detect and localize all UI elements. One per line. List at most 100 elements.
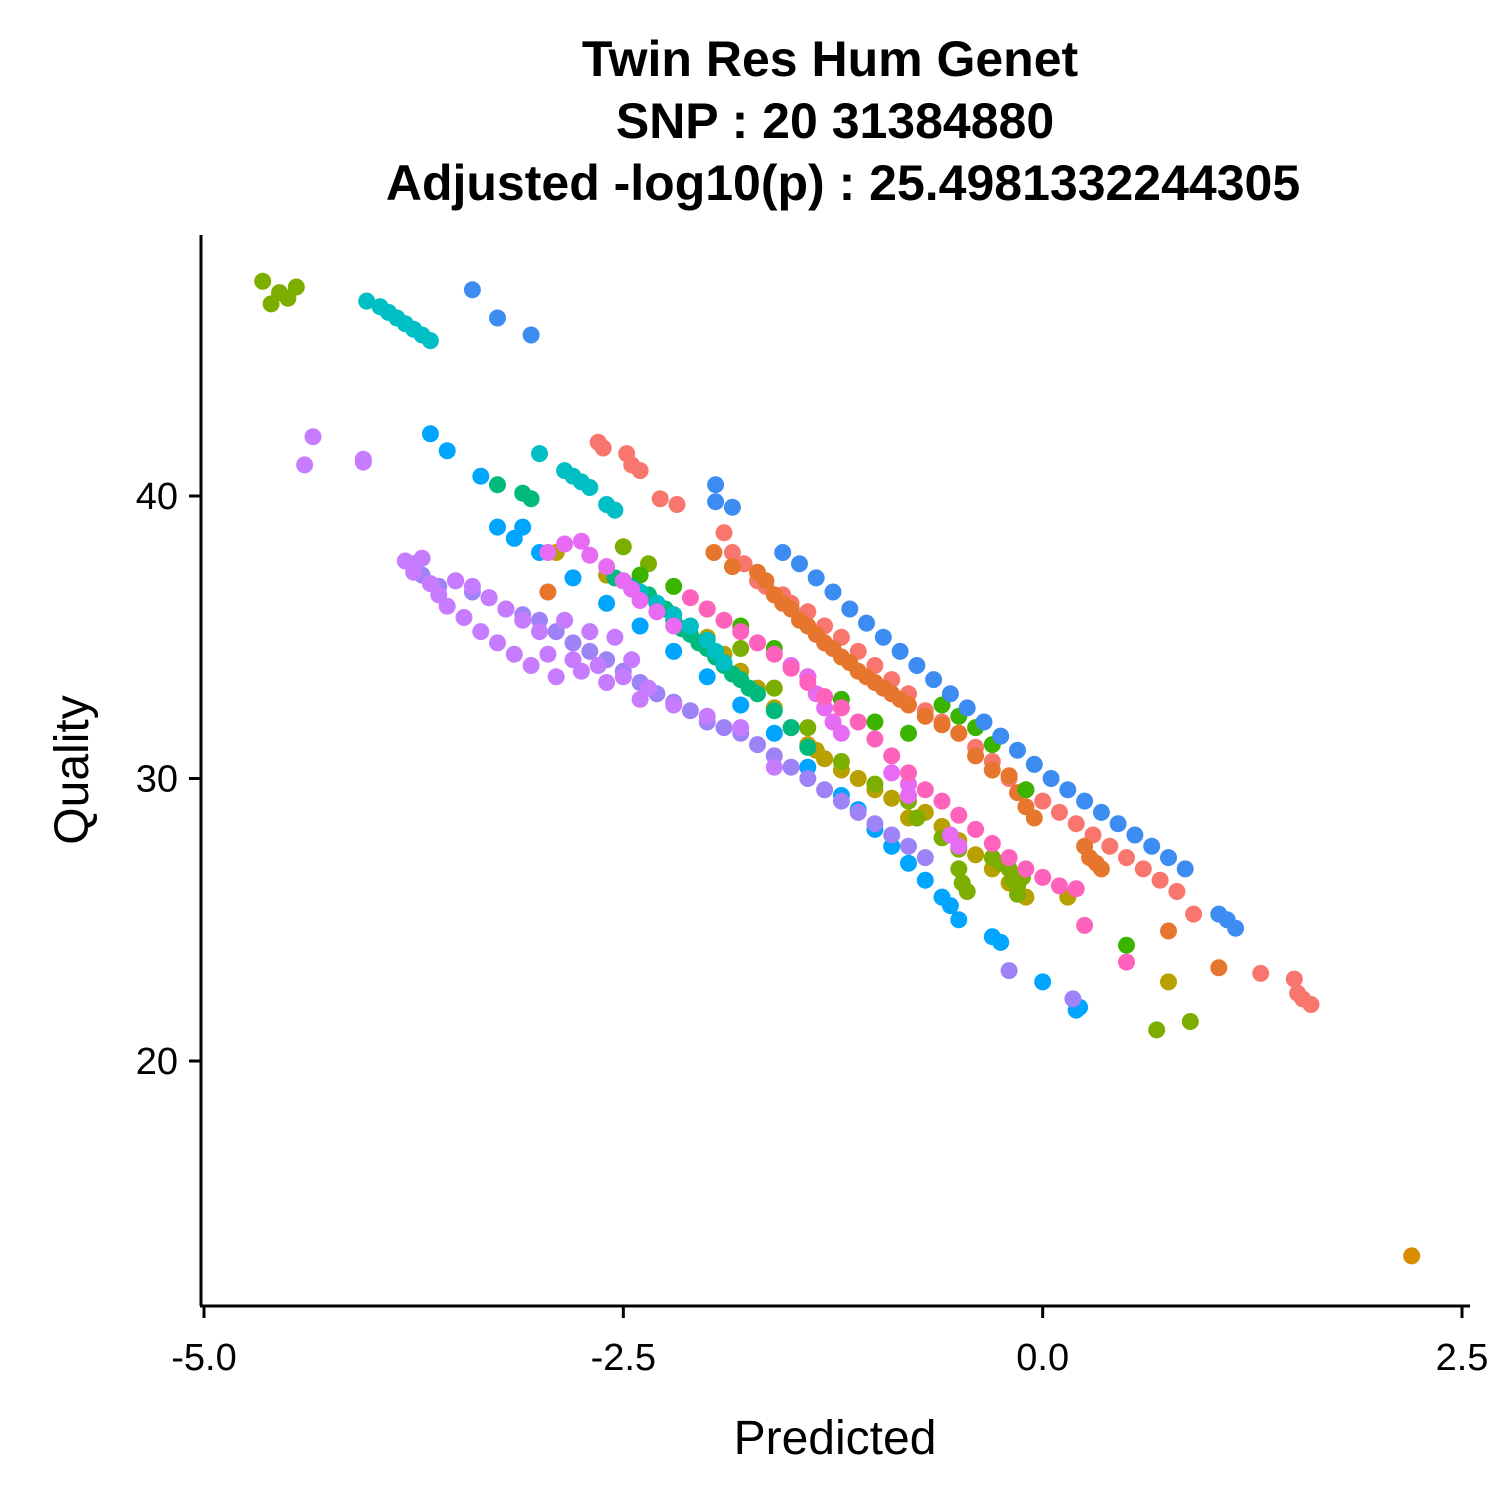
data-point <box>849 770 867 787</box>
data-point <box>967 846 985 864</box>
data-point <box>514 518 532 536</box>
axes <box>199 235 1470 1308</box>
data-point <box>1009 741 1026 759</box>
data-point <box>900 854 917 872</box>
data-point <box>958 883 976 900</box>
data-point <box>405 563 423 581</box>
data-point <box>1181 1013 1199 1030</box>
data-point <box>1285 970 1303 988</box>
x-tick-label: -5.0 <box>171 1337 236 1379</box>
data-point <box>698 707 716 725</box>
data-point <box>1118 953 1135 971</box>
data-point <box>463 577 481 595</box>
data-point <box>832 699 850 717</box>
data-point <box>1025 809 1043 827</box>
data-point <box>832 792 850 810</box>
data-point <box>463 281 481 299</box>
data-point <box>1034 868 1052 886</box>
data-point <box>1134 860 1152 878</box>
ticks: -5.0 -2.5 0.0 2.5 20 30 40 <box>136 476 1489 1379</box>
data-point <box>841 600 859 618</box>
data-point <box>916 781 934 799</box>
data-point <box>606 628 624 646</box>
data-point <box>916 871 934 889</box>
data-point <box>665 696 683 714</box>
data-point <box>614 668 632 686</box>
data-point <box>1000 849 1018 867</box>
data-point <box>723 544 741 561</box>
data-point <box>631 462 649 480</box>
y-tick-label: 30 <box>136 759 178 801</box>
data-point <box>1092 860 1110 878</box>
data-point <box>681 589 699 607</box>
data-point <box>522 326 540 344</box>
y-axis-title: Quality <box>46 695 99 844</box>
data-point <box>522 490 540 508</box>
data-point <box>732 623 750 641</box>
data-point <box>681 617 699 635</box>
data-point <box>668 496 686 513</box>
data-point <box>1118 849 1135 867</box>
data-point <box>1101 837 1119 855</box>
data-point <box>933 792 951 810</box>
data-point <box>1126 826 1144 844</box>
data-point <box>732 696 750 714</box>
data-point <box>598 674 616 691</box>
data-point <box>732 640 750 657</box>
data-point <box>715 611 733 629</box>
title-line-3: Adjusted -log10(p) : 25.4981332244305 <box>386 155 1300 211</box>
data-point <box>614 538 632 556</box>
x-tick-label: 2.5 <box>1436 1337 1489 1379</box>
data-point <box>950 806 968 824</box>
data-point <box>900 837 917 855</box>
data-point <box>539 583 557 601</box>
data-point <box>665 617 683 635</box>
data-point <box>723 558 741 576</box>
data-point <box>1064 990 1082 1008</box>
data-point <box>514 611 532 629</box>
data-point <box>858 614 875 632</box>
data-point <box>707 493 725 511</box>
data-point <box>891 642 909 660</box>
data-point <box>900 764 917 782</box>
data-point <box>950 911 968 929</box>
data-point <box>489 518 506 536</box>
data-point <box>707 476 725 494</box>
data-point <box>900 787 917 804</box>
data-point <box>866 775 884 793</box>
data-point <box>765 645 783 663</box>
data-point <box>1403 1247 1421 1265</box>
data-point <box>1109 815 1127 833</box>
data-point <box>1034 973 1052 991</box>
data-point <box>883 826 901 844</box>
data-point <box>799 719 817 737</box>
data-point <box>1017 860 1035 878</box>
data-point <box>698 668 716 686</box>
data-point <box>531 623 548 641</box>
chart-title: Twin Res Hum Genet SNP : 20 31384880 Adj… <box>386 31 1300 211</box>
data-point <box>531 445 548 463</box>
data-point <box>581 546 599 564</box>
data-point <box>883 789 901 807</box>
data-point <box>1076 916 1094 934</box>
data-point <box>623 651 641 669</box>
data-point <box>1210 959 1228 977</box>
data-point <box>665 577 683 595</box>
x-tick-label: -2.5 <box>591 1337 656 1379</box>
data-point <box>455 609 473 626</box>
data-point <box>354 450 372 468</box>
y-tick-label: 20 <box>136 1041 178 1083</box>
data-point <box>992 933 1010 951</box>
data-point <box>849 803 867 821</box>
data-point <box>480 589 498 607</box>
data-point <box>1034 792 1052 810</box>
data-point <box>606 501 624 519</box>
data-point <box>816 781 834 799</box>
data-point <box>589 657 607 674</box>
data-point <box>816 688 834 706</box>
data-point <box>1160 849 1177 867</box>
data-point <box>950 837 968 855</box>
data-point <box>564 569 582 587</box>
data-point <box>1050 803 1068 821</box>
